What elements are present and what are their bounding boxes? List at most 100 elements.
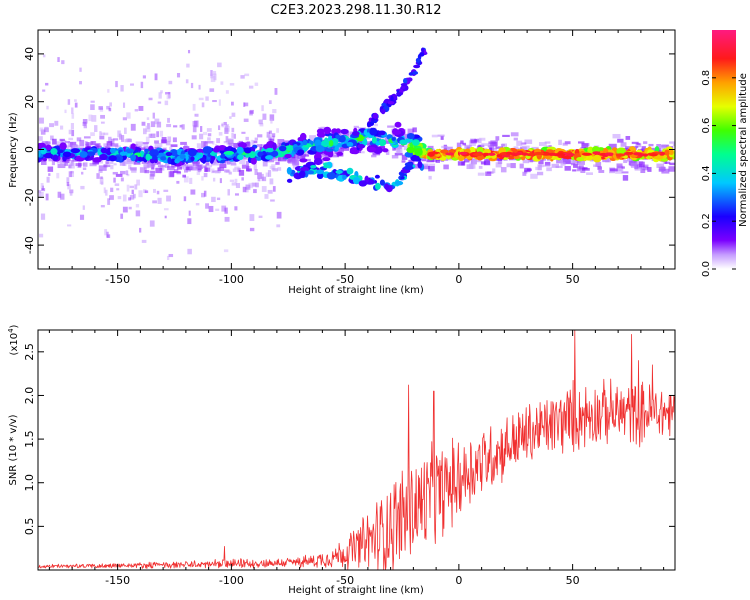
heatmap-cell bbox=[138, 190, 143, 198]
heatmap-cell bbox=[316, 131, 326, 138]
heatmap-cell bbox=[513, 155, 521, 160]
heatmap-cell bbox=[70, 171, 75, 178]
heatmap-cell bbox=[243, 102, 246, 107]
heatmap-cell bbox=[149, 149, 159, 157]
heatmap-cell bbox=[642, 153, 649, 157]
snr-ytick-label: 1.5 bbox=[23, 430, 36, 448]
heatmap-cell bbox=[488, 141, 496, 145]
heatmap-cell bbox=[187, 49, 191, 54]
heatmap-cell bbox=[668, 166, 675, 172]
heatmap-cell bbox=[234, 178, 238, 183]
heatmap-cell bbox=[64, 141, 70, 144]
heatmap-cell bbox=[597, 166, 602, 170]
heatmap-cell bbox=[414, 147, 423, 156]
heatmap-cell bbox=[299, 132, 307, 141]
heatmap-cell bbox=[248, 182, 254, 189]
heatmap-cell bbox=[260, 144, 266, 149]
heatmap-cell bbox=[246, 160, 250, 165]
heatmap-cell bbox=[98, 169, 103, 173]
heatmap-cell bbox=[291, 159, 300, 166]
snr-xtick-label: 0 bbox=[455, 574, 462, 587]
heatmap-cell bbox=[429, 163, 436, 166]
heatmap-cell bbox=[300, 154, 306, 157]
heatmap-cell bbox=[423, 165, 430, 170]
chart-title: C2E3.2023.298.11.30.R12 bbox=[270, 3, 441, 18]
heatmap-cell bbox=[506, 163, 511, 168]
heatmap-cell bbox=[358, 180, 368, 187]
heatmap-cell bbox=[144, 190, 149, 194]
spectrogram-xlabel: Height of straight line (km) bbox=[288, 285, 424, 296]
heatmap-cell bbox=[249, 109, 254, 114]
heatmap-cell bbox=[219, 163, 227, 169]
heatmap-cell bbox=[415, 57, 420, 63]
heatmap-cell bbox=[122, 102, 126, 108]
heatmap-cell bbox=[321, 141, 330, 146]
heatmap-cell bbox=[235, 182, 241, 189]
heatmap-cell bbox=[124, 127, 127, 134]
heatmap-cell bbox=[163, 208, 169, 211]
heatmap-cell bbox=[520, 142, 527, 145]
heatmap-cell bbox=[67, 224, 72, 227]
heatmap-cell bbox=[59, 138, 65, 141]
heatmap-cell bbox=[538, 161, 544, 168]
heatmap-cell bbox=[88, 114, 93, 122]
heatmap-cell bbox=[218, 132, 223, 136]
heatmap-cell bbox=[157, 165, 166, 168]
spectrogram-xtick-label: 50 bbox=[566, 273, 580, 286]
heatmap-cell bbox=[115, 80, 118, 88]
heatmap-cell bbox=[633, 152, 643, 156]
heatmap-cell bbox=[179, 164, 185, 169]
heatmap-cell bbox=[132, 193, 136, 199]
heatmap-cell bbox=[120, 177, 124, 182]
heatmap-cell bbox=[134, 109, 139, 112]
heatmap-cell bbox=[42, 157, 47, 162]
heatmap-cell bbox=[160, 90, 163, 94]
spectrogram-ytick-label: 0 bbox=[23, 146, 36, 153]
heatmap-cell bbox=[241, 164, 249, 169]
heatmap-cell bbox=[103, 143, 108, 150]
spectrogram-xtick-label: -50 bbox=[336, 273, 354, 286]
heatmap-cell bbox=[108, 155, 117, 162]
heatmap-cell bbox=[192, 162, 199, 167]
heatmap-cell bbox=[256, 144, 263, 147]
heatmap-cell bbox=[165, 92, 170, 95]
heatmap-cell bbox=[173, 170, 181, 174]
heatmap-cell bbox=[100, 114, 105, 119]
heatmap-cell bbox=[342, 174, 347, 180]
heatmap-cell bbox=[38, 150, 41, 158]
heatmap-cell bbox=[336, 151, 344, 156]
heatmap-cell bbox=[99, 131, 102, 136]
heatmap-cell bbox=[334, 146, 339, 151]
heatmap-cell bbox=[154, 118, 160, 125]
heatmap-cell bbox=[150, 171, 156, 177]
heatmap-cell bbox=[217, 62, 222, 68]
heatmap-cell bbox=[244, 102, 249, 107]
heatmap-cell bbox=[276, 211, 282, 219]
heatmap-cell bbox=[109, 195, 114, 200]
heatmap-cell bbox=[176, 72, 181, 78]
heatmap-cell bbox=[217, 125, 221, 131]
heatmap-cell bbox=[234, 206, 238, 211]
heatmap-cell bbox=[287, 160, 291, 163]
heatmap-cell bbox=[66, 177, 70, 183]
heatmap-cell bbox=[211, 196, 216, 203]
heatmap-cell bbox=[203, 165, 207, 168]
heatmap-cell bbox=[224, 216, 230, 222]
heatmap-cell bbox=[638, 161, 645, 168]
heatmap-cell bbox=[274, 157, 281, 161]
heatmap-cell bbox=[39, 127, 44, 132]
heatmap-cell bbox=[86, 142, 90, 147]
heatmap-cell bbox=[209, 88, 215, 92]
heatmap-cell bbox=[437, 134, 445, 137]
heatmap-cell bbox=[126, 184, 130, 192]
heatmap-cell bbox=[581, 167, 590, 171]
heatmap-cell bbox=[110, 138, 115, 145]
heatmap-cell bbox=[578, 165, 584, 170]
heatmap-cell bbox=[335, 134, 341, 139]
heatmap-cell bbox=[468, 163, 476, 169]
heatmap-cell bbox=[183, 144, 188, 148]
heatmap-cell bbox=[221, 205, 227, 212]
heatmap-cell bbox=[42, 89, 46, 92]
heatmap-cell bbox=[195, 203, 200, 206]
heatmap-cell bbox=[92, 157, 102, 163]
